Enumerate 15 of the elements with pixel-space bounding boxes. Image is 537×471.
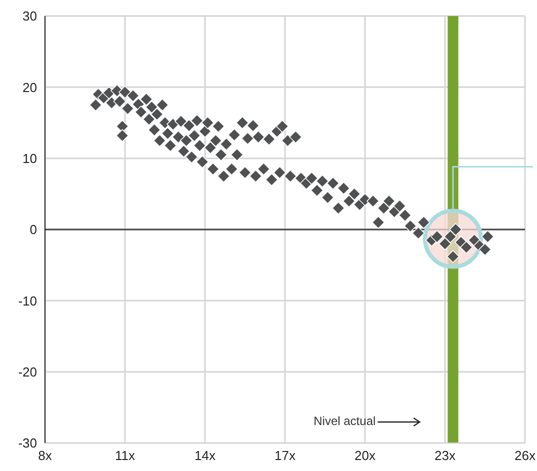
y-tick-label: 30 <box>22 8 37 24</box>
y-tick-label: -10 <box>18 293 37 308</box>
x-tick-label: 11x <box>115 448 136 464</box>
y-tick-label: 0 <box>30 222 37 238</box>
x-tick-label: 23x <box>434 448 456 464</box>
y-tick-label: -30 <box>18 436 37 451</box>
y-tick-label: 10 <box>22 150 37 166</box>
annotation: Nivel actual <box>314 414 376 428</box>
x-tick-label: 20x <box>354 448 376 464</box>
x-tick-label: 17x <box>274 448 296 464</box>
x-tick-label: 26x <box>514 448 536 464</box>
y-tick-label: -20 <box>18 364 37 380</box>
y-tick-label: 20 <box>22 80 37 95</box>
x-tick-label: 14x <box>194 448 216 464</box>
x-tick-label: 8x <box>38 448 52 464</box>
